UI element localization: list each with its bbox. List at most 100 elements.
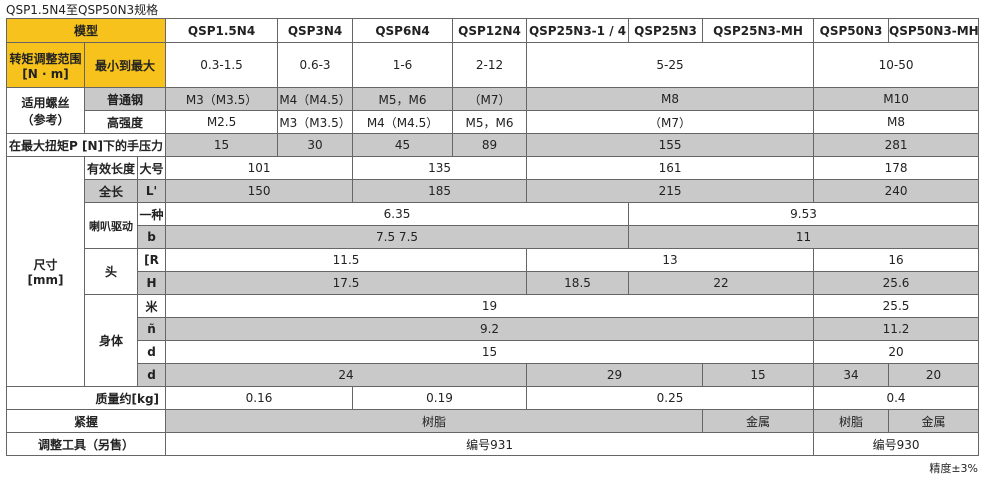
cell: 150: [165, 179, 354, 203]
row: 在最大扭矩P [N]下的手压力 15 30 45 89 155 281: [5, 133, 980, 157]
cell: （M7）: [452, 87, 528, 111]
cell: 19: [165, 294, 815, 318]
label-cell: d: [136, 363, 167, 387]
cell: 树脂: [165, 409, 704, 433]
label-cell: 喇叭驱动: [84, 202, 138, 249]
label-cell: L': [136, 179, 167, 203]
row: d 24 29 15 34 20: [7, 363, 980, 387]
label-cell: 质量约[kg]: [5, 386, 167, 410]
row: 全长 L' 150 185 215 240: [7, 179, 980, 203]
label-cell: b: [136, 225, 167, 249]
cell: 185: [352, 179, 528, 203]
cell: 11.5: [165, 248, 528, 272]
row: 转矩调整范围 [N · m] 最小到最大 0.3-1.5 0.6-3 1-6 2-…: [6, 42, 980, 88]
row: 尺寸 [mm] 有效长度 大号 101 135 161 178: [6, 156, 980, 387]
cell: 101: [165, 156, 354, 180]
cell: M3（M3.5）: [165, 87, 279, 111]
label-cell: 高强度: [83, 110, 167, 134]
label-cell: 全长: [84, 179, 138, 203]
row: 身体 米 19 25.5: [7, 294, 980, 387]
label-cell: 一种: [136, 202, 167, 226]
cell: 0.19: [352, 386, 528, 410]
label-cell: 尺寸 [mm]: [6, 156, 85, 387]
label-cell: 紧握: [5, 409, 167, 433]
cell: 10-50: [813, 42, 980, 88]
cell: 1-6: [352, 42, 454, 88]
cell: 17.5: [165, 271, 528, 295]
cell: 215: [526, 179, 815, 203]
cell: 281: [813, 133, 980, 157]
header-cell: QSP6N4: [352, 18, 454, 43]
cell: 20: [888, 363, 980, 387]
cell: 15: [165, 133, 279, 157]
cell: M5，M6: [352, 87, 454, 111]
label-line: 适用螺丝: [21, 95, 70, 110]
cell: 13: [526, 248, 815, 272]
row: 高强度 M2.5 M3（M3.5） M4（M4.5） M5，M6 （M7） M8: [7, 110, 980, 134]
header-row: 模型 QSP1.5N4 QSP3N4 QSP6N4 QSP12N4 QSP25N…: [5, 18, 980, 43]
label-cell: 米: [136, 294, 167, 318]
cell: 34: [813, 363, 890, 387]
row: 头 [R 11.5 13 16: [7, 248, 980, 295]
cell: 6.35: [165, 202, 630, 226]
cell: 15: [702, 363, 815, 387]
label-line: [mm]: [27, 273, 64, 287]
cell: 0.16: [165, 386, 354, 410]
label-cell: 适用螺丝 （参考）: [6, 87, 85, 134]
cell: 0.3-1.5: [165, 42, 279, 88]
row: 喇叭驱动 一种 6.35 9.53: [7, 202, 980, 249]
label-cell: H: [136, 271, 167, 295]
cell: 30: [277, 133, 354, 157]
cell: 161: [526, 156, 815, 180]
row: 适用螺丝 （参考） 普通钢 M3（M3.5） M4（M4.5） M5，M6 （M7…: [6, 87, 980, 134]
spec-table: 模型 QSP1.5N4 QSP3N4 QSP6N4 QSP12N4 QSP25N…: [5, 18, 980, 456]
cell: 29: [526, 363, 704, 387]
label-cell: d: [136, 340, 167, 364]
page-title: QSP1.5N4至QSP50N3规格: [6, 3, 159, 17]
cell: 树脂: [813, 409, 890, 433]
cell: 178: [813, 156, 980, 180]
cell: 18.5: [526, 271, 630, 295]
header-cell: 模型: [5, 18, 167, 43]
cell: 25.5: [813, 294, 980, 318]
row: d 15 20: [7, 340, 980, 364]
header-cell: QSP50N3-MH: [888, 18, 980, 43]
header-cell: QSP50N3: [813, 18, 890, 43]
cell: 24: [165, 363, 528, 387]
cell: 15: [165, 340, 815, 364]
row: 紧握 树脂 金属 树脂 金属: [5, 409, 980, 433]
label-cell: 转矩调整范围 [N · m]: [6, 42, 85, 88]
cell: 0.25: [526, 386, 815, 410]
footnote: 精度±3%: [929, 462, 978, 475]
label-cell: 普通钢: [83, 87, 167, 111]
cell: 0.4: [813, 386, 980, 410]
cell: 22: [628, 271, 815, 295]
label-line: （参考）: [21, 112, 70, 127]
cell: 金属: [702, 409, 815, 433]
cell: M4（M4.5）: [352, 110, 454, 134]
header-cell: QSP1.5N4: [165, 18, 279, 43]
cell: 5-25: [526, 42, 815, 88]
label-cell: 大号: [136, 156, 167, 180]
cell: 135: [352, 156, 528, 180]
label-line: 转矩调整范围: [9, 51, 82, 66]
row: ñ 9.2 11.2: [7, 317, 980, 341]
label-cell: 头: [84, 248, 138, 295]
cell: 20: [813, 340, 980, 364]
row: b 7.5 7.5 11: [7, 225, 980, 249]
cell: 9.53: [628, 202, 980, 226]
label-cell: 有效长度: [84, 156, 138, 180]
label-cell: 身体: [84, 294, 138, 387]
header-cell: QSP3N4: [277, 18, 354, 43]
cell: 0.6-3: [277, 42, 354, 88]
cell: M8: [813, 110, 980, 134]
cell: M2.5: [165, 110, 279, 134]
cell: 编号931: [165, 432, 815, 456]
label-line: 尺寸: [33, 258, 58, 272]
cell: 2-12: [452, 42, 528, 88]
row: H 17.5 18.5 22 25.6: [7, 271, 980, 295]
cell: 155: [526, 133, 815, 157]
label-line: [N · m]: [22, 66, 69, 81]
cell: 16: [813, 248, 980, 272]
